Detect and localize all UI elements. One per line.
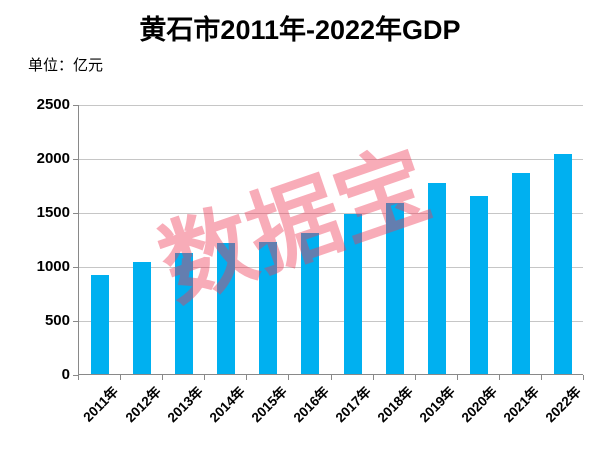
x-axis-label-2015年: 2015年 [248,383,290,426]
x-axis-label-2019年: 2019年 [416,383,459,426]
y-axis-label-500: 500 [44,312,70,329]
bar-2022年 [553,154,572,374]
x-axis-label-2021年: 2021年 [500,383,543,426]
gridline-500 [79,321,583,322]
bar-2019年 [427,183,446,374]
x-axis-label-2020年: 2020年 [458,383,501,426]
bar-2018年 [385,202,404,374]
bar-2011年 [91,274,110,374]
x-axis-label-2022年: 2022年 [543,383,585,426]
gridline-2000 [79,159,583,160]
x-axis-label-2011年: 2011年 [80,383,122,425]
x-axis-label-2013年: 2013年 [164,383,206,426]
y-tick [73,105,78,106]
y-tick [73,375,78,376]
bar-2013年 [175,253,194,374]
plot-area [78,105,583,375]
x-tick [372,375,374,380]
x-tick [162,375,164,380]
x-tick [456,375,458,380]
x-axis-label-2014年: 2014年 [206,383,248,426]
x-tick [583,375,584,380]
bar-2017年 [343,214,362,374]
x-tick [498,375,500,380]
x-tick [288,375,290,380]
y-axis-label-2500: 2500 [36,96,70,113]
chart-title: 黄石市2011年-2022年GDP [139,15,461,45]
bar-2015年 [259,242,278,374]
x-tick [414,375,416,380]
x-tick [246,375,248,380]
bar-2012年 [133,262,152,374]
x-tick [204,375,206,380]
unit-label: 单位：亿元 [28,57,104,74]
bar-2021年 [511,172,530,374]
gridline-1500 [79,213,583,214]
x-tick [540,375,542,380]
x-tick [330,375,332,380]
y-tick [73,267,78,268]
y-axis-label-1500: 1500 [36,204,70,221]
y-axis-label-0: 0 [61,366,70,383]
bar-2014年 [217,242,236,374]
gridline-1000 [79,267,583,268]
x-axis-label-2018年: 2018年 [374,383,417,426]
y-tick [73,159,78,160]
y-axis-label-2000: 2000 [36,150,70,167]
x-axis-label-2016年: 2016年 [290,383,332,426]
bar-2020年 [469,196,488,374]
bar-2016年 [301,233,320,374]
gridline-2500 [79,105,583,106]
x-tick [78,375,79,380]
y-tick [73,213,78,214]
y-tick [73,321,78,322]
x-axis-label-2017年: 2017年 [332,383,374,426]
y-axis-label-1000: 1000 [36,258,70,275]
x-tick [120,375,122,380]
x-axis-label-2012年: 2012年 [122,383,164,426]
